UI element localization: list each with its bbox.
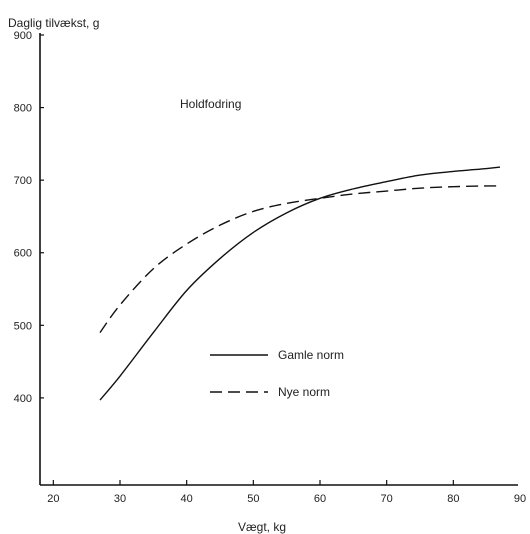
x-tick-label: 20 bbox=[47, 493, 59, 505]
legend-label-gamle-norm: Gamle norm bbox=[278, 348, 344, 362]
series-line-gamle-norm bbox=[99, 166, 501, 401]
x-tick-label: 80 bbox=[447, 493, 459, 505]
y-tick-label: 500 bbox=[14, 320, 32, 332]
x-tick-label: 90 bbox=[514, 493, 526, 505]
x-tick-label: 50 bbox=[247, 493, 259, 505]
series-layer bbox=[99, 166, 501, 401]
x-tick-label: 40 bbox=[181, 493, 193, 505]
x-tick-label: 60 bbox=[314, 493, 326, 505]
y-tick-label: 400 bbox=[14, 393, 32, 405]
x-tick-label: 30 bbox=[114, 493, 126, 505]
series-line-nye-norm bbox=[99, 185, 501, 333]
legend: Gamle norm Nye norm bbox=[210, 348, 344, 399]
x-tick-label: 70 bbox=[381, 493, 393, 505]
axes bbox=[39, 33, 518, 486]
y-tick-label: 800 bbox=[14, 103, 32, 115]
ticks: 20 30 40 50 60 70 80 90 400 500 600 700 800 900 bbox=[14, 30, 526, 505]
legend-label-nye-norm: Nye norm bbox=[278, 385, 330, 399]
x-axis-label: Vægt, kg bbox=[238, 520, 286, 534]
y-tick-label: 900 bbox=[14, 30, 32, 42]
y-tick-label: 700 bbox=[14, 175, 32, 187]
chart-annotation: Holdfodring bbox=[180, 97, 241, 111]
y-tick-label: 600 bbox=[14, 248, 32, 260]
y-axis-label: Daglig tilvækst, g bbox=[8, 16, 99, 30]
